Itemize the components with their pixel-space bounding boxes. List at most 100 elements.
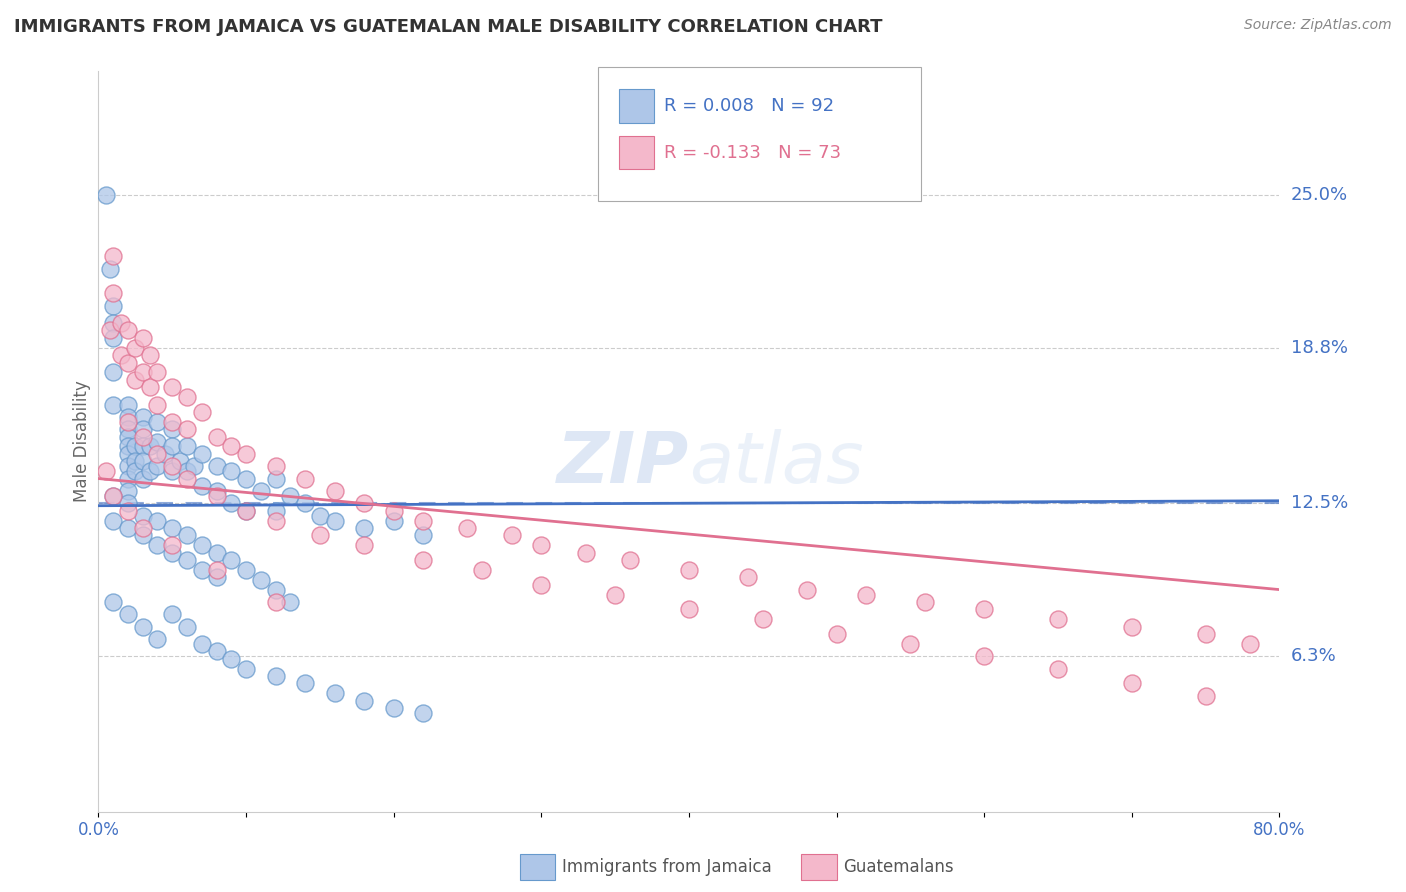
- Point: [605, 588, 627, 602]
- Point: [1121, 619, 1143, 633]
- Point: [191, 479, 214, 493]
- Point: [162, 521, 183, 535]
- Point: [162, 380, 183, 394]
- Point: [139, 348, 162, 362]
- Point: [98, 324, 121, 338]
- Point: [264, 514, 287, 528]
- Point: [103, 249, 125, 264]
- Point: [205, 489, 228, 503]
- Text: 6.3%: 6.3%: [1291, 648, 1336, 665]
- Point: [205, 483, 228, 498]
- Point: [900, 637, 922, 651]
- Point: [619, 553, 641, 567]
- Point: [153, 447, 176, 461]
- Point: [124, 454, 146, 468]
- Point: [94, 187, 117, 202]
- Point: [162, 538, 183, 552]
- Point: [678, 563, 700, 577]
- Point: [264, 595, 287, 609]
- Point: [353, 496, 375, 510]
- Point: [132, 440, 155, 454]
- Point: [191, 637, 214, 651]
- Point: [117, 415, 139, 429]
- Point: [132, 331, 155, 345]
- Text: ZIP: ZIP: [557, 429, 689, 499]
- Point: [110, 316, 132, 330]
- Point: [530, 577, 553, 591]
- Point: [103, 489, 125, 503]
- Point: [264, 503, 287, 517]
- Point: [103, 286, 125, 301]
- Point: [146, 514, 169, 528]
- Point: [382, 701, 405, 715]
- Point: [235, 563, 257, 577]
- Point: [117, 409, 139, 424]
- Point: [353, 521, 375, 535]
- Point: [294, 676, 316, 690]
- Point: [117, 471, 139, 485]
- Point: [146, 538, 169, 552]
- Point: [235, 503, 257, 517]
- Point: [103, 316, 125, 330]
- Point: [294, 471, 316, 485]
- Point: [103, 514, 125, 528]
- Text: atlas: atlas: [689, 429, 863, 499]
- Point: [98, 261, 121, 276]
- Point: [1195, 689, 1218, 703]
- Point: [169, 454, 191, 468]
- Point: [103, 366, 125, 380]
- Point: [139, 380, 162, 394]
- Point: [117, 355, 139, 369]
- Point: [914, 595, 936, 609]
- Point: [264, 669, 287, 683]
- Point: [162, 459, 183, 474]
- Point: [678, 602, 700, 616]
- Point: [132, 429, 155, 443]
- Point: [146, 459, 169, 474]
- Point: [117, 483, 139, 498]
- Point: [501, 528, 523, 542]
- Text: Guatemalans: Guatemalans: [844, 858, 955, 876]
- Point: [412, 553, 434, 567]
- Point: [1239, 637, 1261, 651]
- Point: [176, 464, 198, 478]
- Point: [221, 496, 243, 510]
- Point: [412, 514, 434, 528]
- Point: [117, 607, 139, 622]
- Point: [412, 706, 434, 720]
- Point: [103, 595, 125, 609]
- Point: [124, 341, 146, 355]
- Point: [221, 651, 243, 665]
- Point: [191, 447, 214, 461]
- Point: [737, 570, 759, 584]
- Point: [457, 521, 479, 535]
- Point: [250, 483, 273, 498]
- Point: [176, 440, 198, 454]
- Point: [382, 514, 405, 528]
- Point: [132, 508, 155, 523]
- Point: [132, 422, 155, 436]
- Point: [264, 582, 287, 597]
- Point: [117, 521, 139, 535]
- Point: [139, 464, 162, 478]
- Point: [280, 489, 302, 503]
- Point: [1195, 627, 1218, 641]
- Point: [264, 459, 287, 474]
- Point: [191, 563, 214, 577]
- Point: [176, 619, 198, 633]
- Point: [264, 471, 287, 485]
- Point: [103, 398, 125, 412]
- Point: [117, 503, 139, 517]
- Point: [117, 447, 139, 461]
- Point: [124, 373, 146, 387]
- Point: [353, 694, 375, 708]
- Point: [205, 459, 228, 474]
- Point: [176, 528, 198, 542]
- Point: [124, 440, 146, 454]
- Point: [162, 607, 183, 622]
- Point: [235, 662, 257, 676]
- Point: [250, 573, 273, 587]
- Point: [221, 440, 243, 454]
- Point: [323, 483, 346, 498]
- Text: IMMIGRANTS FROM JAMAICA VS GUATEMALAN MALE DISABILITY CORRELATION CHART: IMMIGRANTS FROM JAMAICA VS GUATEMALAN MA…: [14, 18, 883, 36]
